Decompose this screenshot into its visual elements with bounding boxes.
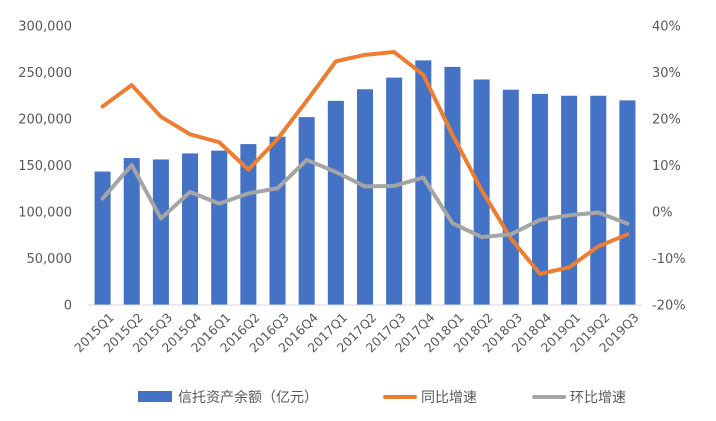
right-axis: -20% -10% 0% 10% 20% 30% 40% — [652, 20, 686, 314]
legend-item-balance: 信托资产余额（亿元） — [138, 389, 318, 406]
bar-series — [94, 60, 636, 306]
left-tick-label: 0 — [64, 299, 72, 314]
left-tick-label: 150,000 — [18, 159, 72, 174]
left-tick-label: 100,000 — [18, 206, 72, 221]
bar-2018Q3 — [502, 89, 519, 305]
bar-2016Q3 — [269, 136, 286, 305]
left-tick-label: 300,000 — [18, 20, 72, 35]
right-tick-label: 20% — [652, 113, 681, 128]
left-tick-label: 200,000 — [18, 113, 72, 128]
line-qoq-growth — [100, 157, 630, 240]
legend-label: 信托资产余额（亿元） — [178, 389, 318, 406]
bar-2016Q2 — [240, 144, 257, 305]
right-tick-label: 10% — [652, 159, 681, 174]
bar-2015Q3 — [152, 159, 169, 305]
right-tick-label: 40% — [652, 20, 681, 35]
bar-2019Q1 — [561, 95, 578, 305]
bar-2019Q3 — [619, 100, 636, 306]
right-tick-label: 0% — [652, 206, 673, 221]
bar-2017Q4 — [415, 60, 432, 305]
right-tick-label: -10% — [652, 252, 686, 267]
line-yoy-growth — [100, 50, 630, 276]
bar-2017Q3 — [386, 77, 403, 306]
legend-item-yoy: 同比增速 — [383, 390, 477, 406]
legend-item-qoq: 环比增速 — [532, 390, 626, 406]
left-axis: 0 50,000 100,000 150,000 200,000 250,000 300,0… — [18, 20, 72, 314]
bar-2018Q1 — [444, 66, 461, 305]
bar-2015Q1 — [94, 171, 111, 305]
left-tick-label: 250,000 — [18, 66, 72, 81]
bar-2015Q2 — [123, 158, 140, 305]
bar-2015Q4 — [182, 153, 199, 305]
bar-2017Q1 — [327, 100, 344, 306]
legend-label: 同比增速 — [421, 390, 477, 406]
legend: 信托资产余额（亿元） 同比增速 环比增速 — [138, 389, 626, 406]
right-tick-label: -20% — [652, 299, 686, 314]
x-axis: 2015Q12015Q22015Q32015Q42016Q12016Q22016… — [71, 310, 642, 356]
bar-2018Q4 — [531, 93, 548, 305]
legend-swatch — [138, 391, 172, 402]
bar-2019Q2 — [590, 95, 607, 305]
bar-2016Q1 — [211, 150, 228, 305]
right-tick-label: 30% — [652, 66, 681, 81]
bar-2017Q2 — [356, 89, 374, 306]
legend-label: 环比增速 — [570, 390, 626, 406]
left-tick-label: 50,000 — [27, 252, 73, 267]
line-series — [100, 50, 630, 276]
bar-2016Q4 — [298, 117, 315, 305]
